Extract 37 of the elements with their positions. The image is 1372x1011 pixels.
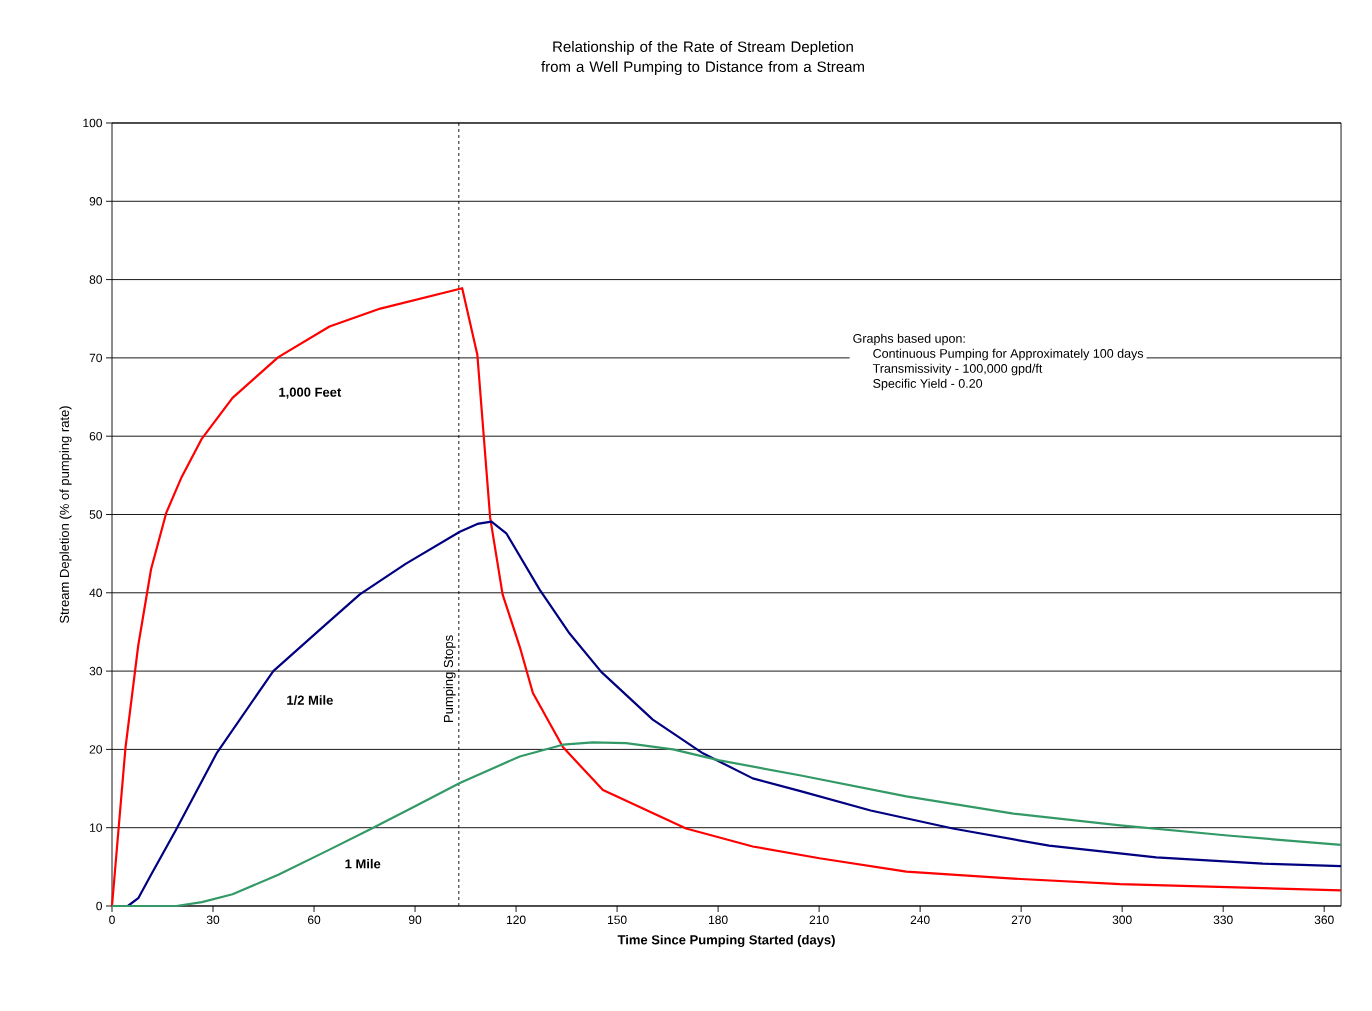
y-tick-label: 100 — [83, 118, 102, 128]
y-tick-label: 40 — [89, 588, 102, 598]
annotation: Continuous Pumping for Approximately 100 days — [873, 348, 1144, 361]
ref-line-label: Pumping Stops — [443, 635, 456, 722]
y-tick-label: 80 — [89, 275, 102, 284]
y-tick-label: 30 — [89, 666, 102, 676]
x-tick-label: 360 — [1314, 915, 1334, 925]
y-axis-title: Stream Depletion (% of pumping rate) — [59, 406, 72, 624]
x-axis-title: Time Since Pumping Started (days) — [617, 934, 835, 948]
x-tick-label: 90 — [408, 915, 422, 925]
series-label: 1 Mile — [345, 858, 381, 869]
series-label: 1,000 Feet — [279, 387, 342, 399]
line-series — [110, 741, 1343, 908]
x-tick-label: 0 — [109, 915, 115, 925]
annotation: Specific Yield - 0.20 — [873, 378, 983, 391]
annotation: Graphs based upon: — [853, 333, 965, 346]
chart-title: Relationship of the Rate of Stream Depletion from a Well Pumping to Distance from a Stream — [541, 40, 864, 75]
x-tick-label: 210 — [809, 915, 829, 925]
x-tick-label: 270 — [1011, 915, 1031, 925]
y-tick-label: 20 — [89, 745, 102, 754]
x-tick-label: 240 — [910, 915, 930, 925]
y-tick-label: 60 — [89, 431, 102, 441]
x-tick-label: 300 — [1112, 915, 1132, 925]
x-tick-label: 60 — [307, 915, 321, 925]
y-tick-label: 50 — [89, 510, 102, 519]
y-tick-label: 90 — [89, 197, 102, 206]
series-label: 1/2 Mile — [287, 695, 333, 705]
x-tick-label: 330 — [1213, 915, 1233, 925]
y-tick-label: 10 — [90, 823, 102, 832]
x-tick-label: 30 — [206, 915, 220, 925]
y-tick-label: 0 — [96, 901, 102, 911]
x-tick-label: 150 — [607, 915, 627, 925]
annotation: Transmissivity - 100,000 gpd/ft — [872, 363, 1043, 376]
line-series — [110, 287, 1343, 908]
y-tick-label: 70 — [89, 353, 102, 363]
x-tick-label: 180 — [709, 915, 728, 925]
x-tick-label: 120 — [506, 915, 526, 925]
